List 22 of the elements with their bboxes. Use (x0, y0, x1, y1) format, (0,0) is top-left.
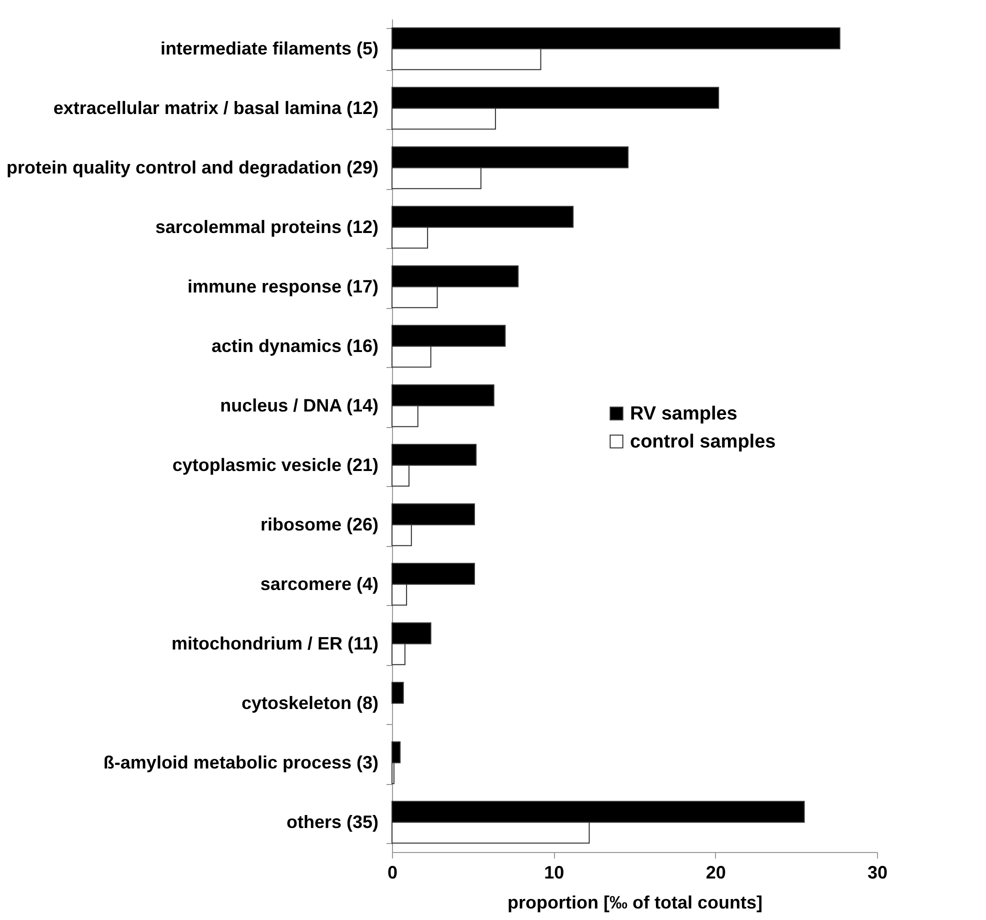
y-tick-label: sarcomere (4) (260, 574, 378, 594)
y-tick-label: cytoskeleton (8) (241, 692, 378, 713)
y-tick-label: actin dynamics (16) (211, 336, 379, 356)
legend-label: control samples (630, 432, 776, 452)
y-tick-label: nucleus / DNA (14) (220, 395, 378, 416)
bar (392, 682, 404, 704)
y-tick-label: protein quality control and degradation (29) (6, 157, 378, 178)
y-tick-label: others (35) (286, 812, 378, 832)
x-tick-label: 10 (544, 862, 564, 882)
y-tick-label: mitochondrium / ER (11) (171, 633, 378, 654)
x-tick-label: 20 (706, 862, 726, 882)
y-tick-label: ribosome (26) (260, 514, 379, 534)
y-tick-label: cytoplasmic vesicle (21) (172, 454, 378, 475)
x-tick-label: 30 (867, 862, 888, 882)
y-tick-label: extracellular matrix / basal lamina (12) (53, 98, 378, 118)
x-axis-title: proportion [‰ of total counts] (508, 892, 762, 912)
y-tick-label: sarcolemmal proteins (12) (155, 216, 378, 237)
y-tick-label: intermediate filaments (5) (160, 38, 378, 58)
y-tick-label: ß-amyloid metabolic process (3) (103, 752, 378, 772)
y-tick-label: immune response (17) (187, 276, 378, 296)
x-tick-label: 0 (387, 862, 398, 882)
legend-label: RV samples (630, 404, 738, 424)
